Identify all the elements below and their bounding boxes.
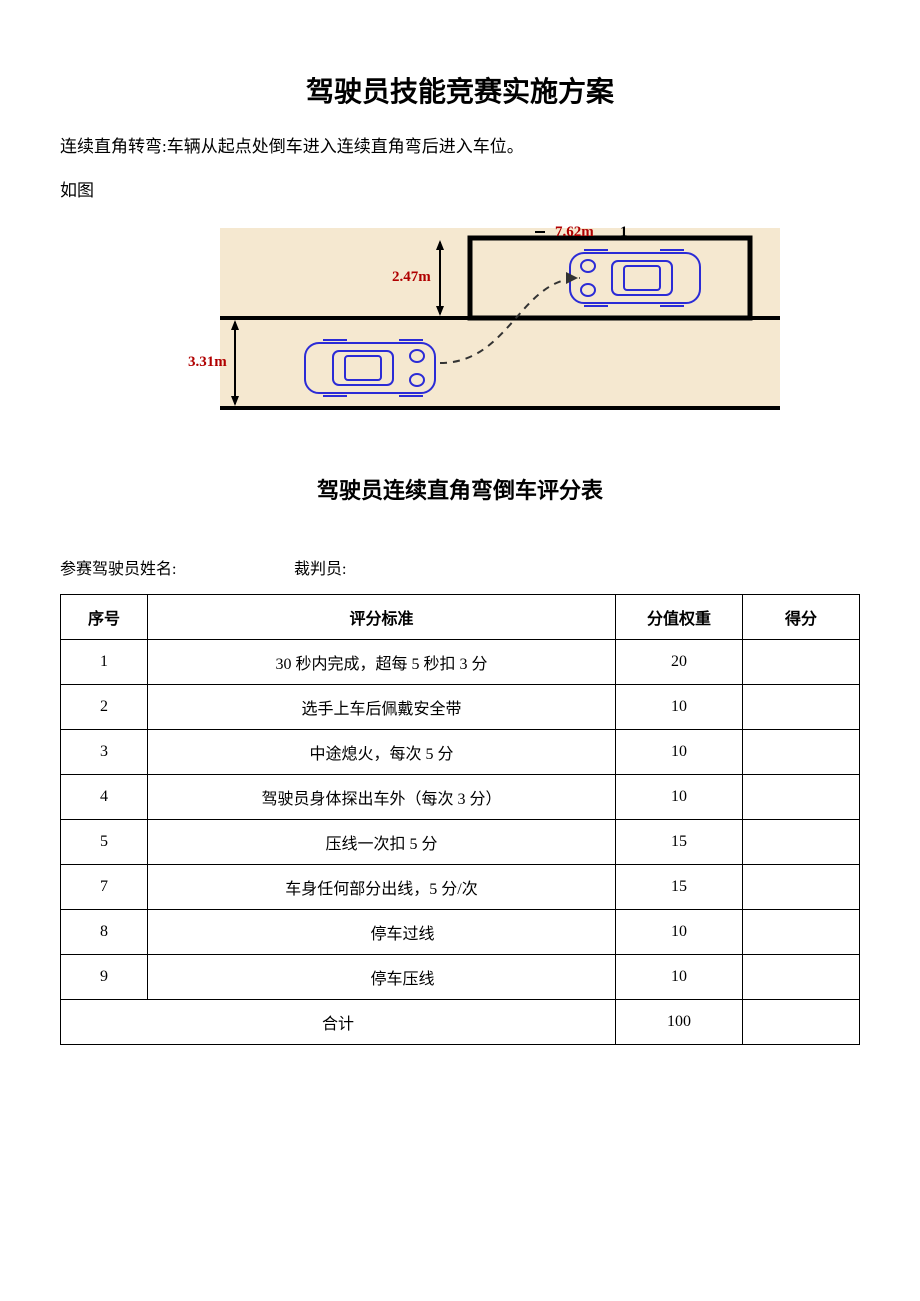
cell-score bbox=[743, 685, 860, 730]
cell-weight: 15 bbox=[616, 820, 743, 865]
table-header-row: 序号 评分标准 分值权重 得分 bbox=[61, 595, 860, 640]
total-weight: 100 bbox=[616, 1000, 743, 1045]
header-seq: 序号 bbox=[61, 595, 148, 640]
cell-criteria: 车身任何部分出线，5 分/次 bbox=[148, 865, 616, 910]
header-weight: 分值权重 bbox=[616, 595, 743, 640]
table-row: 130 秒内完成，超每 5 秒扣 3 分20 bbox=[61, 640, 860, 685]
cell-score bbox=[743, 865, 860, 910]
parking-diagram: 7.62m 1 2.47m 3.31m bbox=[60, 218, 860, 433]
table-row: 8停车过线10 bbox=[61, 910, 860, 955]
cell-score bbox=[743, 955, 860, 1000]
cell-score bbox=[743, 730, 860, 775]
cell-criteria: 驾驶员身体探出车外（每次 3 分） bbox=[148, 775, 616, 820]
driver-name-label: 参赛驾驶员姓名: bbox=[60, 555, 290, 579]
table-row: 3中途熄火，每次 5 分10 bbox=[61, 730, 860, 775]
cell-seq: 5 bbox=[61, 820, 148, 865]
cell-criteria: 30 秒内完成，超每 5 秒扣 3 分 bbox=[148, 640, 616, 685]
cell-weight: 10 bbox=[616, 685, 743, 730]
cell-seq: 8 bbox=[61, 910, 148, 955]
svg-text:2.47m: 2.47m bbox=[392, 269, 431, 285]
cell-score bbox=[743, 775, 860, 820]
cell-seq: 3 bbox=[61, 730, 148, 775]
intro-line-2: 如图 bbox=[60, 174, 860, 208]
cell-weight: 10 bbox=[616, 955, 743, 1000]
cell-criteria: 停车过线 bbox=[148, 910, 616, 955]
score-table: 序号 评分标准 分值权重 得分 130 秒内完成，超每 5 秒扣 3 分202选… bbox=[60, 594, 860, 1045]
cell-seq: 7 bbox=[61, 865, 148, 910]
cell-criteria: 停车压线 bbox=[148, 955, 616, 1000]
cell-score bbox=[743, 820, 860, 865]
page-title: 驾驶员技能竞赛实施方案 bbox=[60, 70, 860, 110]
intro-line-1: 连续直角转弯:车辆从起点处倒车进入连续直角弯后进入车位。 bbox=[60, 130, 860, 164]
cell-seq: 2 bbox=[61, 685, 148, 730]
header-criteria: 评分标准 bbox=[148, 595, 616, 640]
svg-text:1: 1 bbox=[620, 224, 628, 240]
table-total-row: 合计 100 bbox=[61, 1000, 860, 1045]
cell-seq: 9 bbox=[61, 955, 148, 1000]
cell-criteria: 压线一次扣 5 分 bbox=[148, 820, 616, 865]
table-row: 4驾驶员身体探出车外（每次 3 分）10 bbox=[61, 775, 860, 820]
total-label: 合计 bbox=[61, 1000, 616, 1045]
cell-weight: 10 bbox=[616, 910, 743, 955]
cell-weight: 15 bbox=[616, 865, 743, 910]
cell-weight: 10 bbox=[616, 730, 743, 775]
table-row: 5压线一次扣 5 分15 bbox=[61, 820, 860, 865]
cell-score bbox=[743, 640, 860, 685]
cell-criteria: 中途熄火，每次 5 分 bbox=[148, 730, 616, 775]
cell-score bbox=[743, 910, 860, 955]
judge-label: 裁判员: bbox=[294, 555, 346, 579]
form-line: 参赛驾驶员姓名: 裁判员: bbox=[60, 555, 860, 579]
table-row: 9停车压线10 bbox=[61, 955, 860, 1000]
table-row: 2选手上车后佩戴安全带10 bbox=[61, 685, 860, 730]
cell-seq: 4 bbox=[61, 775, 148, 820]
cell-weight: 10 bbox=[616, 775, 743, 820]
table-row: 7车身任何部分出线，5 分/次15 bbox=[61, 865, 860, 910]
section-subtitle: 驾驶员连续直角弯倒车评分表 bbox=[60, 473, 860, 505]
header-score: 得分 bbox=[743, 595, 860, 640]
cell-seq: 1 bbox=[61, 640, 148, 685]
svg-text:3.31m: 3.31m bbox=[188, 354, 227, 370]
svg-text:7.62m: 7.62m bbox=[555, 224, 594, 240]
total-score bbox=[743, 1000, 860, 1045]
cell-criteria: 选手上车后佩戴安全带 bbox=[148, 685, 616, 730]
cell-weight: 20 bbox=[616, 640, 743, 685]
